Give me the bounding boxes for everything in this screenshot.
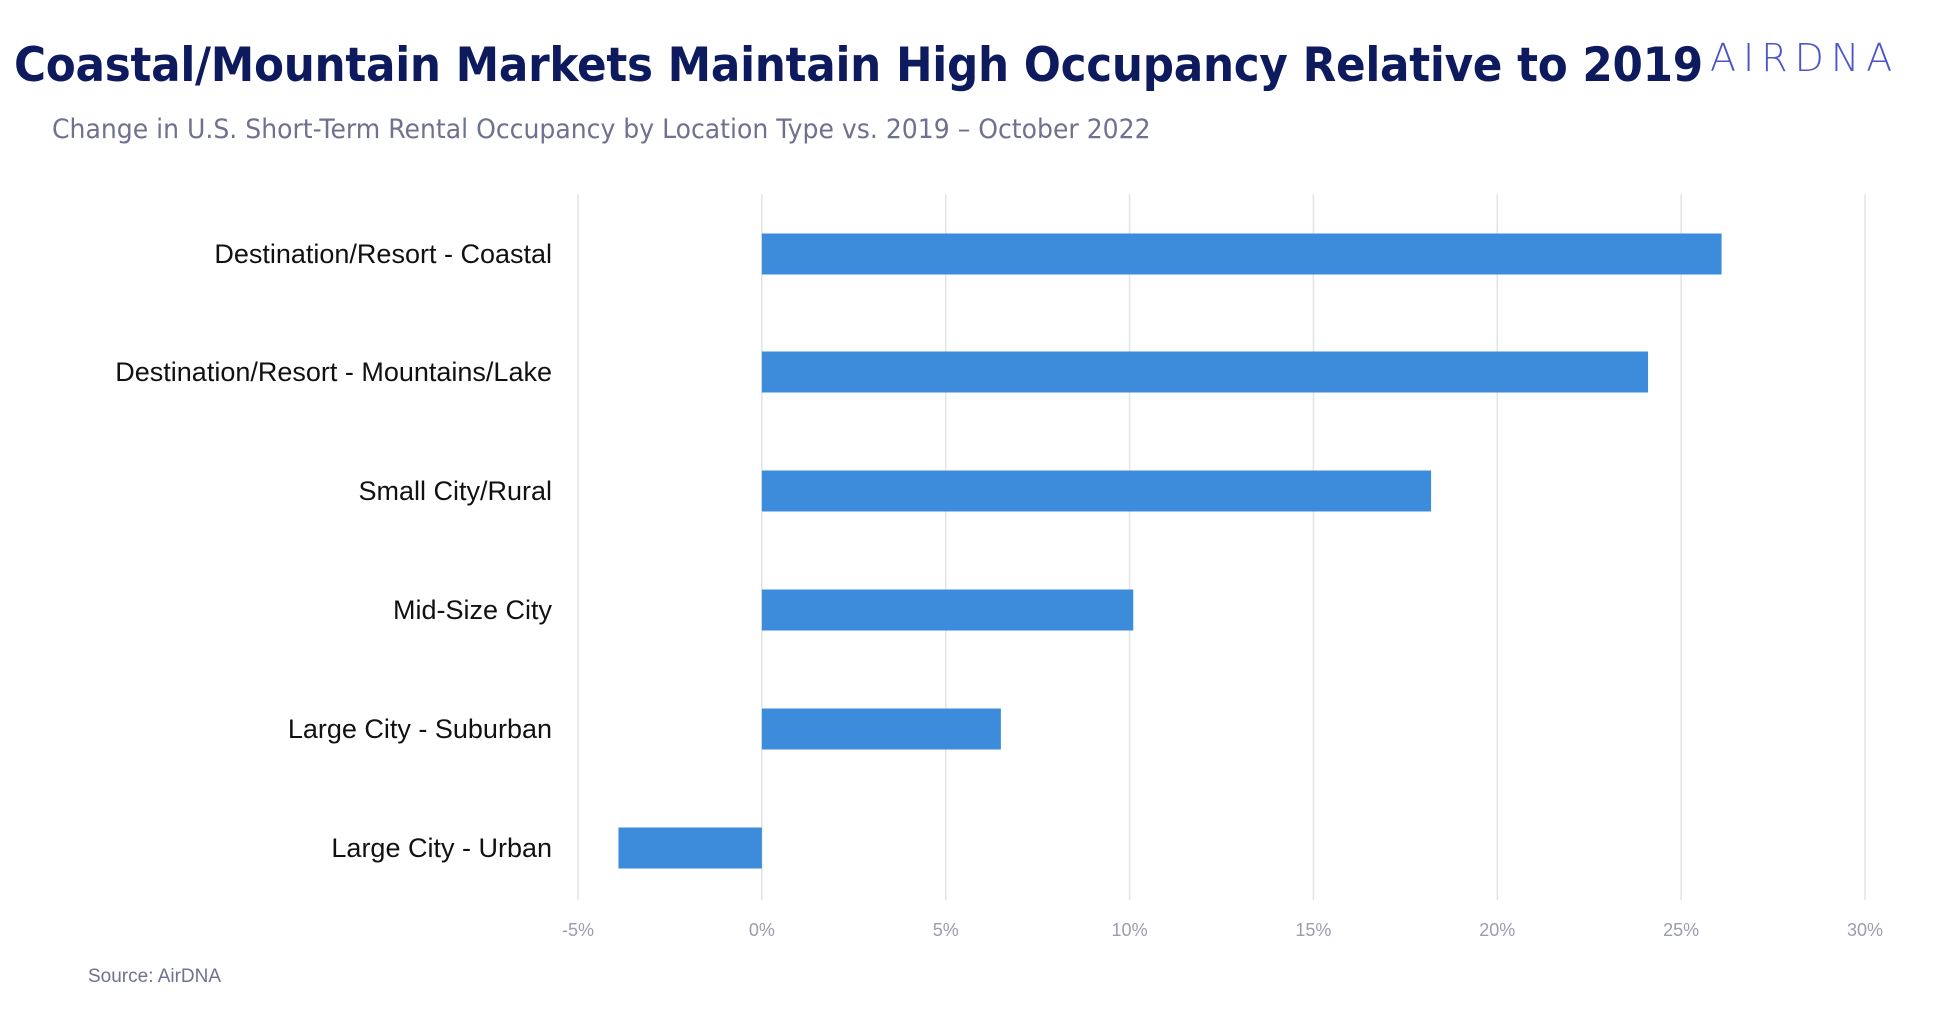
x-tick-label: 30% [1847,920,1883,940]
x-tick-label: 25% [1663,920,1699,940]
airdna-logo: AIRDNA [1710,36,1900,80]
category-label: Destination/Resort - Mountains/Lake [115,357,552,387]
chart-subtitle: Change in U.S. Short-Term Rental Occupan… [52,114,1151,145]
bar [618,827,762,869]
bar [761,589,1134,631]
x-tick-label: 10% [1112,920,1148,940]
bar [761,708,1001,750]
x-tick-label: 15% [1295,920,1331,940]
bar [761,233,1722,275]
x-tick-label: -5% [562,920,594,940]
x-tick-label: 0% [749,920,775,940]
category-label: Mid-Size City [393,595,553,625]
chart-title: Coastal/Mountain Markets Maintain High O… [14,38,1703,93]
source-note: Source: AirDNA [88,966,222,987]
category-label: Destination/Resort - Coastal [214,239,552,269]
x-tick-label: 20% [1479,920,1515,940]
category-label: Large City - Suburban [288,714,552,744]
category-label: Large City - Urban [331,833,552,863]
x-tick-label: 5% [933,920,959,940]
bar [761,470,1432,512]
bar [761,351,1649,393]
category-label: Small City/Rural [358,476,552,506]
